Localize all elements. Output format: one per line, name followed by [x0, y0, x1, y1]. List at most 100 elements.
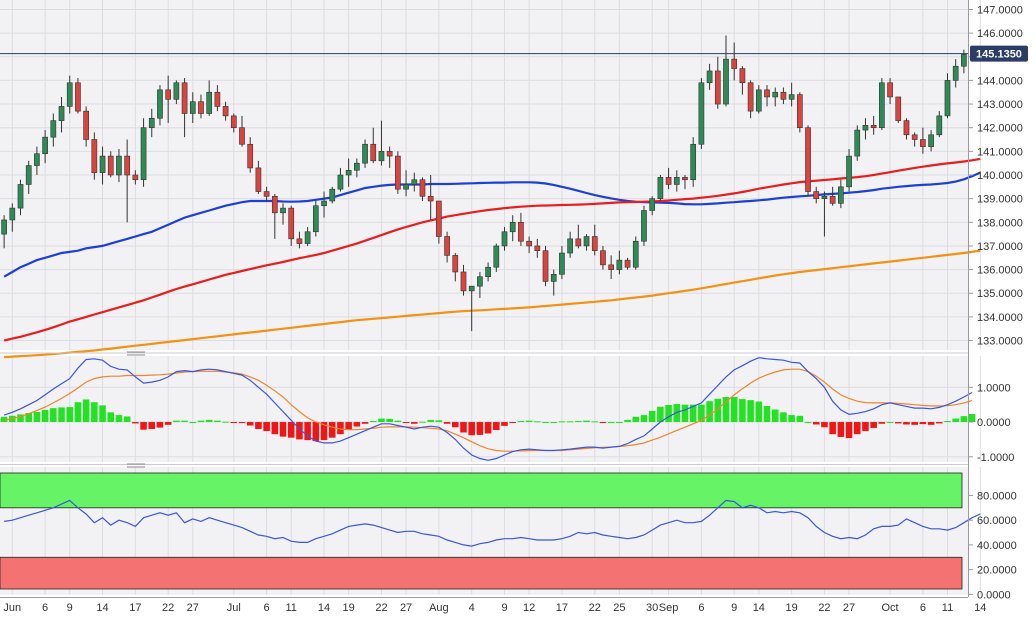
- macd-histogram-bar: [304, 422, 311, 441]
- macd-histogram-bar: [312, 422, 320, 442]
- macd-histogram-bar: [780, 412, 787, 423]
- candle-bearish: [386, 151, 393, 157]
- x-tick-label: 4: [469, 602, 475, 614]
- macd-histogram-bar: [181, 420, 188, 423]
- macd-histogram-bar: [361, 422, 369, 424]
- candle-bearish: [452, 255, 459, 273]
- macd-histogram-bar: [460, 422, 467, 433]
- macd-histogram-bar: [468, 422, 475, 436]
- candle-bullish: [632, 240, 639, 268]
- macd-histogram-bar: [903, 422, 910, 425]
- macd-histogram-bar: [960, 416, 968, 423]
- macd-histogram-bar: [657, 406, 664, 423]
- macd-histogram-bar: [140, 422, 147, 430]
- candle-bearish: [591, 236, 598, 251]
- macd-histogram-bar: [263, 422, 270, 432]
- macd-histogram-bar: [132, 422, 139, 424]
- macd-tick-label: 0.0000: [977, 417, 1011, 429]
- candle-bullish: [148, 117, 155, 129]
- macd-histogram-bar: [17, 414, 24, 423]
- macd-histogram-bar: [394, 420, 402, 423]
- candle-bearish: [436, 200, 442, 237]
- macd-histogram-bar: [173, 420, 180, 423]
- macd-histogram-bar: [936, 422, 943, 424]
- current-price-badge: [970, 45, 1028, 62]
- rsi-tick-label: 60.0000: [977, 515, 1017, 527]
- macd-histogram-bar: [583, 420, 590, 423]
- candle-bullish: [345, 169, 352, 176]
- macd-histogram-bar: [279, 422, 287, 437]
- price-tick-label: 143.0000: [977, 99, 1023, 111]
- macd-histogram-bar: [911, 422, 918, 425]
- macd-histogram-bar: [862, 422, 869, 432]
- macd-histogram-bar: [378, 418, 385, 423]
- macd-histogram-bar: [927, 422, 935, 425]
- macd-histogram-bar: [845, 422, 853, 439]
- macd-histogram-bar: [771, 409, 779, 423]
- macd-histogram-bar: [255, 422, 262, 429]
- candle-bearish: [444, 236, 450, 256]
- x-tick-label: 19: [786, 602, 798, 614]
- macd-histogram-bar: [796, 415, 804, 423]
- candle-bearish: [600, 250, 606, 266]
- candle-bearish: [181, 82, 188, 114]
- x-tick-label: Aug: [429, 602, 449, 614]
- candle-bearish: [575, 238, 582, 247]
- price-tick-label: 137.0000: [977, 241, 1023, 253]
- candle-bullish: [280, 207, 286, 214]
- x-tick-label: 22: [589, 602, 601, 614]
- panel-resize-handle-rsi[interactable]: [127, 463, 145, 468]
- x-tick-label: 9: [501, 602, 507, 614]
- x-tick-label: 14: [318, 602, 330, 614]
- current-price-label: 145.1350: [976, 49, 1022, 61]
- candle-bearish: [526, 240, 532, 247]
- price-tick-label: 139.0000: [977, 194, 1023, 206]
- macd-histogram-bar: [115, 415, 123, 423]
- candle-bullish: [854, 129, 861, 157]
- candle-bullish: [690, 143, 697, 181]
- candle-bullish: [657, 177, 664, 199]
- macd-histogram-bar: [747, 400, 754, 423]
- x-tick-label: 19: [343, 602, 355, 614]
- candle-bullish: [321, 200, 327, 207]
- macd-histogram-bar: [402, 422, 410, 424]
- candle-bullish: [862, 125, 869, 131]
- macd-histogram-bar: [509, 422, 516, 424]
- candle-bullish: [477, 276, 483, 287]
- macd-histogram-bar: [632, 416, 640, 423]
- macd-histogram-bar: [66, 407, 74, 423]
- candle-bullish: [1, 219, 7, 235]
- candle-bullish: [411, 179, 418, 185]
- macd-histogram-bar: [894, 422, 902, 424]
- candle-bearish: [107, 155, 114, 176]
- macd-histogram-bar: [829, 422, 836, 435]
- macd-histogram-bar: [558, 421, 566, 423]
- macd-histogram-bar: [517, 420, 525, 423]
- macd-histogram-bar: [730, 397, 738, 423]
- macd-histogram-bar: [189, 422, 197, 424]
- candle-bullish: [673, 177, 680, 185]
- candle-bearish: [714, 70, 721, 105]
- macd-histogram-bar: [271, 422, 279, 435]
- x-tick-label: 27: [187, 602, 199, 614]
- candle-bullish: [34, 153, 40, 166]
- candle-bearish: [370, 143, 377, 162]
- candle-bullish: [354, 162, 360, 171]
- macd-histogram-bar: [427, 419, 434, 423]
- candle-bullish: [362, 143, 368, 164]
- panel-resize-handle-macd[interactable]: [127, 351, 145, 356]
- x-tick-label: 11: [942, 602, 953, 614]
- candle-bearish: [796, 94, 803, 129]
- rsi-tick-label: 40.0000: [977, 540, 1017, 552]
- candle-bullish: [337, 174, 344, 190]
- candle-bullish: [559, 252, 565, 275]
- candle-bearish: [124, 155, 130, 176]
- candle-bearish: [419, 179, 426, 197]
- price-tick-label: 146.0000: [977, 28, 1023, 40]
- candle-bullish: [649, 198, 656, 211]
- price-tick-label: 140.0000: [977, 170, 1023, 182]
- macd-histogram-bar: [821, 422, 828, 428]
- candle-bullish: [698, 82, 705, 145]
- macd-histogram-bar: [739, 399, 746, 423]
- price-tick-label: 147.0000: [977, 4, 1023, 16]
